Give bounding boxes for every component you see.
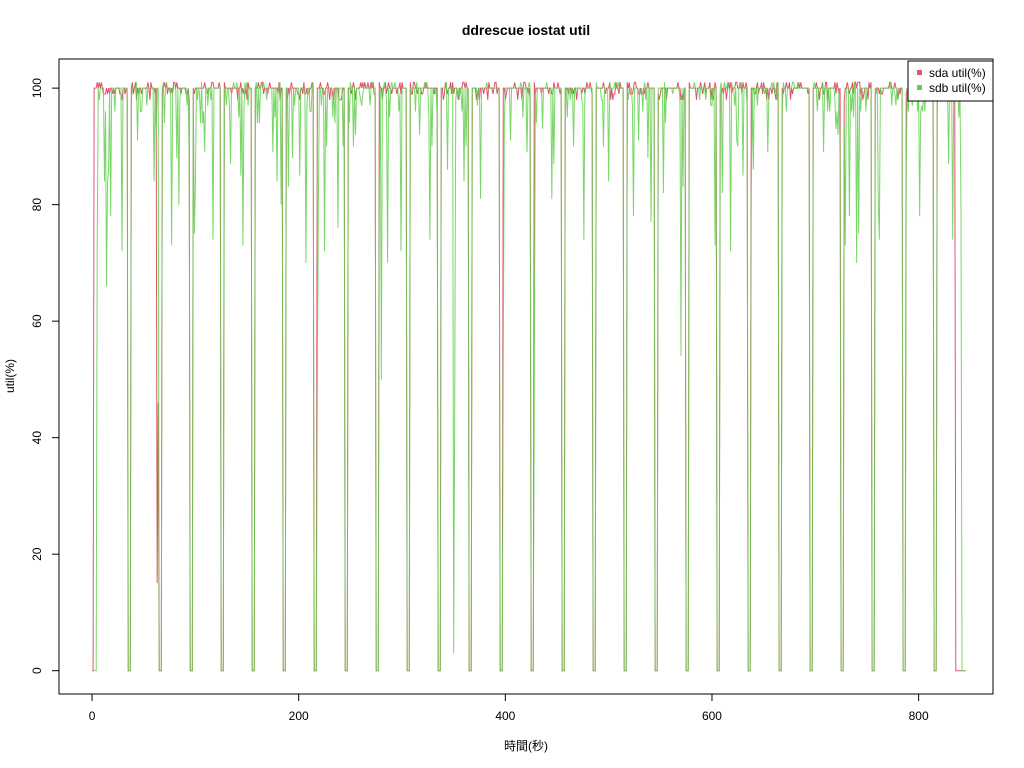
x-tick-label: 800 xyxy=(909,709,929,723)
series-line-sda xyxy=(92,81,966,672)
y-tick-label: 80 xyxy=(30,198,44,212)
x-tick-label: 600 xyxy=(702,709,722,723)
y-tick-label: 100 xyxy=(30,78,44,98)
legend: sda util(%)sdb util(%) xyxy=(907,60,994,102)
legend-swatch-sda xyxy=(917,70,922,75)
y-axis-label: util(%) xyxy=(3,359,17,393)
axes-layer: 0 200 400 600 800 0 20 40 60 80 100 xyxy=(30,58,994,723)
y-tick-label: 40 xyxy=(30,431,44,445)
legend-label-sdb: sdb util(%) xyxy=(929,81,986,95)
y-tick-label: 20 xyxy=(30,547,44,561)
legend-label-sda: sda util(%) xyxy=(929,66,986,80)
x-tick-label: 400 xyxy=(495,709,515,723)
series-layer xyxy=(92,81,967,672)
x-tick-label: 0 xyxy=(89,709,96,723)
chart-title: ddrescue iostat util xyxy=(462,22,590,38)
x-tick-label: 200 xyxy=(289,709,309,723)
y-tick-label: 60 xyxy=(30,314,44,328)
series-line-sdb xyxy=(93,81,967,672)
legend-box xyxy=(907,60,994,102)
legend-swatch-sdb xyxy=(917,85,922,90)
x-axis-label: 時間(秒) xyxy=(504,739,548,753)
y-tick-label: 0 xyxy=(30,667,44,674)
